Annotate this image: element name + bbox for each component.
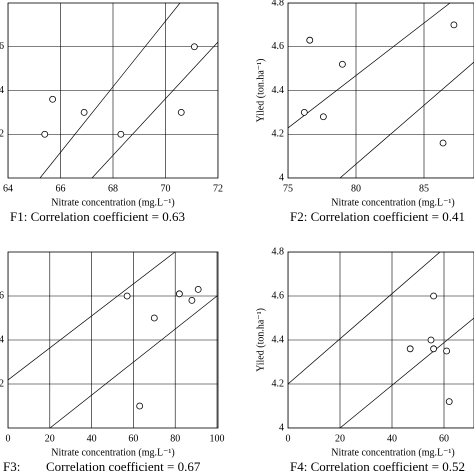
x-tick-label: 80	[170, 433, 180, 444]
caption: Correlation coefficient = 0.67	[46, 459, 201, 474]
x-tick-label: 64	[3, 183, 13, 194]
plot-frame	[287, 2, 474, 179]
y-tick-label: 4.2	[0, 129, 4, 140]
x-tick-label: 20	[335, 433, 345, 444]
point	[430, 345, 438, 353]
y-tick-label: 4.8	[272, 0, 285, 8]
x-tick-label: 72	[213, 183, 223, 194]
point	[430, 292, 438, 300]
x-tick-label: 60	[128, 433, 138, 444]
plot-area	[288, 3, 474, 178]
x-tick-label: 0	[286, 433, 291, 444]
x-axis-title: Nitrate concentration (mg.L⁻¹)	[331, 197, 455, 208]
y-tick-label: 4.6	[0, 290, 4, 301]
point	[190, 43, 198, 51]
y-tick-label: 4.4	[272, 334, 285, 345]
x-tick-label: 60	[439, 433, 449, 444]
caption: F2: Correlation coefficient = 0.41	[290, 209, 465, 224]
x-tick-label: 68	[108, 183, 118, 194]
plot-frame	[287, 251, 474, 429]
x-tick-label: 20	[45, 433, 55, 444]
plot-area	[288, 252, 474, 428]
point	[175, 290, 183, 298]
point	[427, 336, 435, 344]
x-axis-title: Nitrate concentration (mg.L⁻¹)	[331, 447, 455, 458]
x-axis-title: Nitrate concentration (mg.L⁻¹)	[51, 197, 175, 208]
caption-label: F3:	[3, 459, 20, 474]
point	[443, 347, 451, 355]
point	[41, 130, 49, 138]
plot-area	[8, 3, 218, 178]
y-tick-label: 4.4	[0, 334, 4, 345]
point	[49, 95, 57, 103]
reference-lines	[288, 3, 474, 178]
y-tick-label: 4.8	[272, 246, 285, 257]
point	[319, 113, 327, 121]
x-tick-label: 75	[283, 183, 293, 194]
y-tick-label: 4.2	[272, 129, 285, 140]
x-tick-label: 66	[56, 183, 66, 194]
x-tick-label: 40	[87, 433, 97, 444]
point	[450, 21, 458, 29]
y-tick-label: 4.6	[272, 290, 285, 301]
point	[406, 345, 414, 353]
y-tick-label: 4.4	[272, 85, 285, 96]
y-axis-title: Yiled (ton.ha⁻¹)	[255, 308, 266, 372]
y-tick-label: 4.6	[272, 41, 285, 52]
point	[306, 36, 314, 44]
plot-frame	[7, 251, 219, 429]
x-axis-title: Nitrate concentration (mg.L⁻¹)	[51, 447, 175, 458]
plot-frame	[7, 2, 219, 179]
point	[439, 139, 447, 147]
x-tick-label: 0	[6, 433, 11, 444]
point	[445, 398, 453, 406]
y-tick-label: 4	[279, 422, 284, 433]
point	[123, 292, 131, 300]
y-tick-label: 4	[279, 172, 284, 183]
reference-lines	[288, 252, 474, 428]
point	[188, 296, 196, 304]
x-tick-label: 85	[419, 183, 429, 194]
y-tick-label: 4.4	[0, 85, 4, 96]
y-tick-label: 4.2	[0, 378, 4, 389]
point	[300, 108, 308, 116]
caption: F1: Correlation coefficient = 0.63	[10, 209, 185, 224]
point	[80, 108, 88, 116]
point	[194, 285, 202, 293]
caption: F4: Correlation coefficient = 0.52	[290, 459, 465, 474]
point	[150, 314, 158, 322]
y-axis-title: Yiled (ton.ha⁻¹)	[255, 59, 266, 123]
plot-area	[8, 252, 218, 428]
x-tick-label: 80	[351, 183, 361, 194]
point	[177, 108, 185, 116]
x-tick-label: 100	[210, 433, 225, 444]
x-tick-label: 70	[161, 183, 171, 194]
point	[338, 60, 346, 68]
point	[136, 402, 144, 410]
y-tick-label: 4.6	[0, 41, 4, 52]
point	[117, 130, 125, 138]
x-tick-label: 40	[387, 433, 397, 444]
y-tick-label: 4.2	[272, 378, 285, 389]
